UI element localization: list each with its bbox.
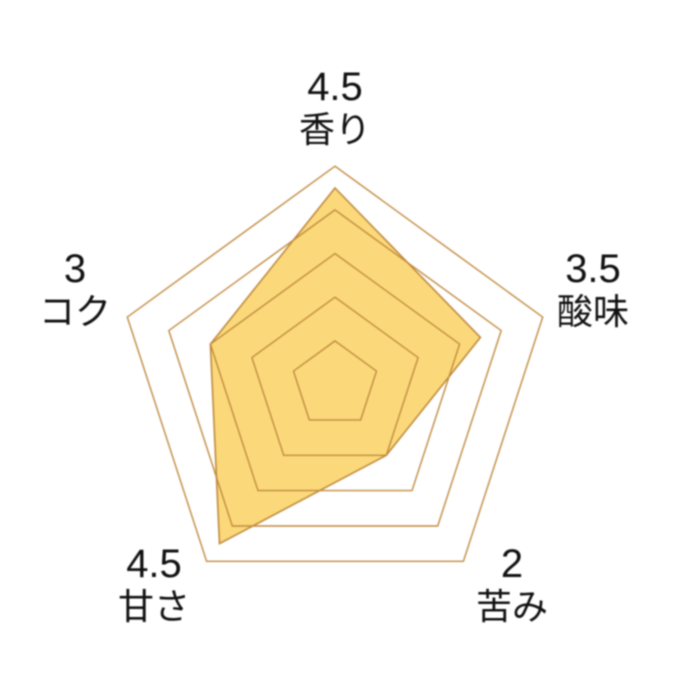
- svg-text:2: 2: [501, 542, 523, 586]
- svg-text:4.5: 4.5: [307, 65, 363, 109]
- svg-text:香り: 香り: [299, 109, 371, 150]
- svg-text:苦み: 苦み: [476, 586, 548, 627]
- svg-text:コク: コク: [39, 291, 111, 332]
- svg-text:酸味: 酸味: [557, 291, 629, 332]
- svg-text:3: 3: [64, 247, 86, 291]
- svg-text:甘さ: 甘さ: [118, 586, 190, 627]
- svg-text:4.5: 4.5: [126, 542, 182, 586]
- svg-text:3.5: 3.5: [565, 247, 621, 291]
